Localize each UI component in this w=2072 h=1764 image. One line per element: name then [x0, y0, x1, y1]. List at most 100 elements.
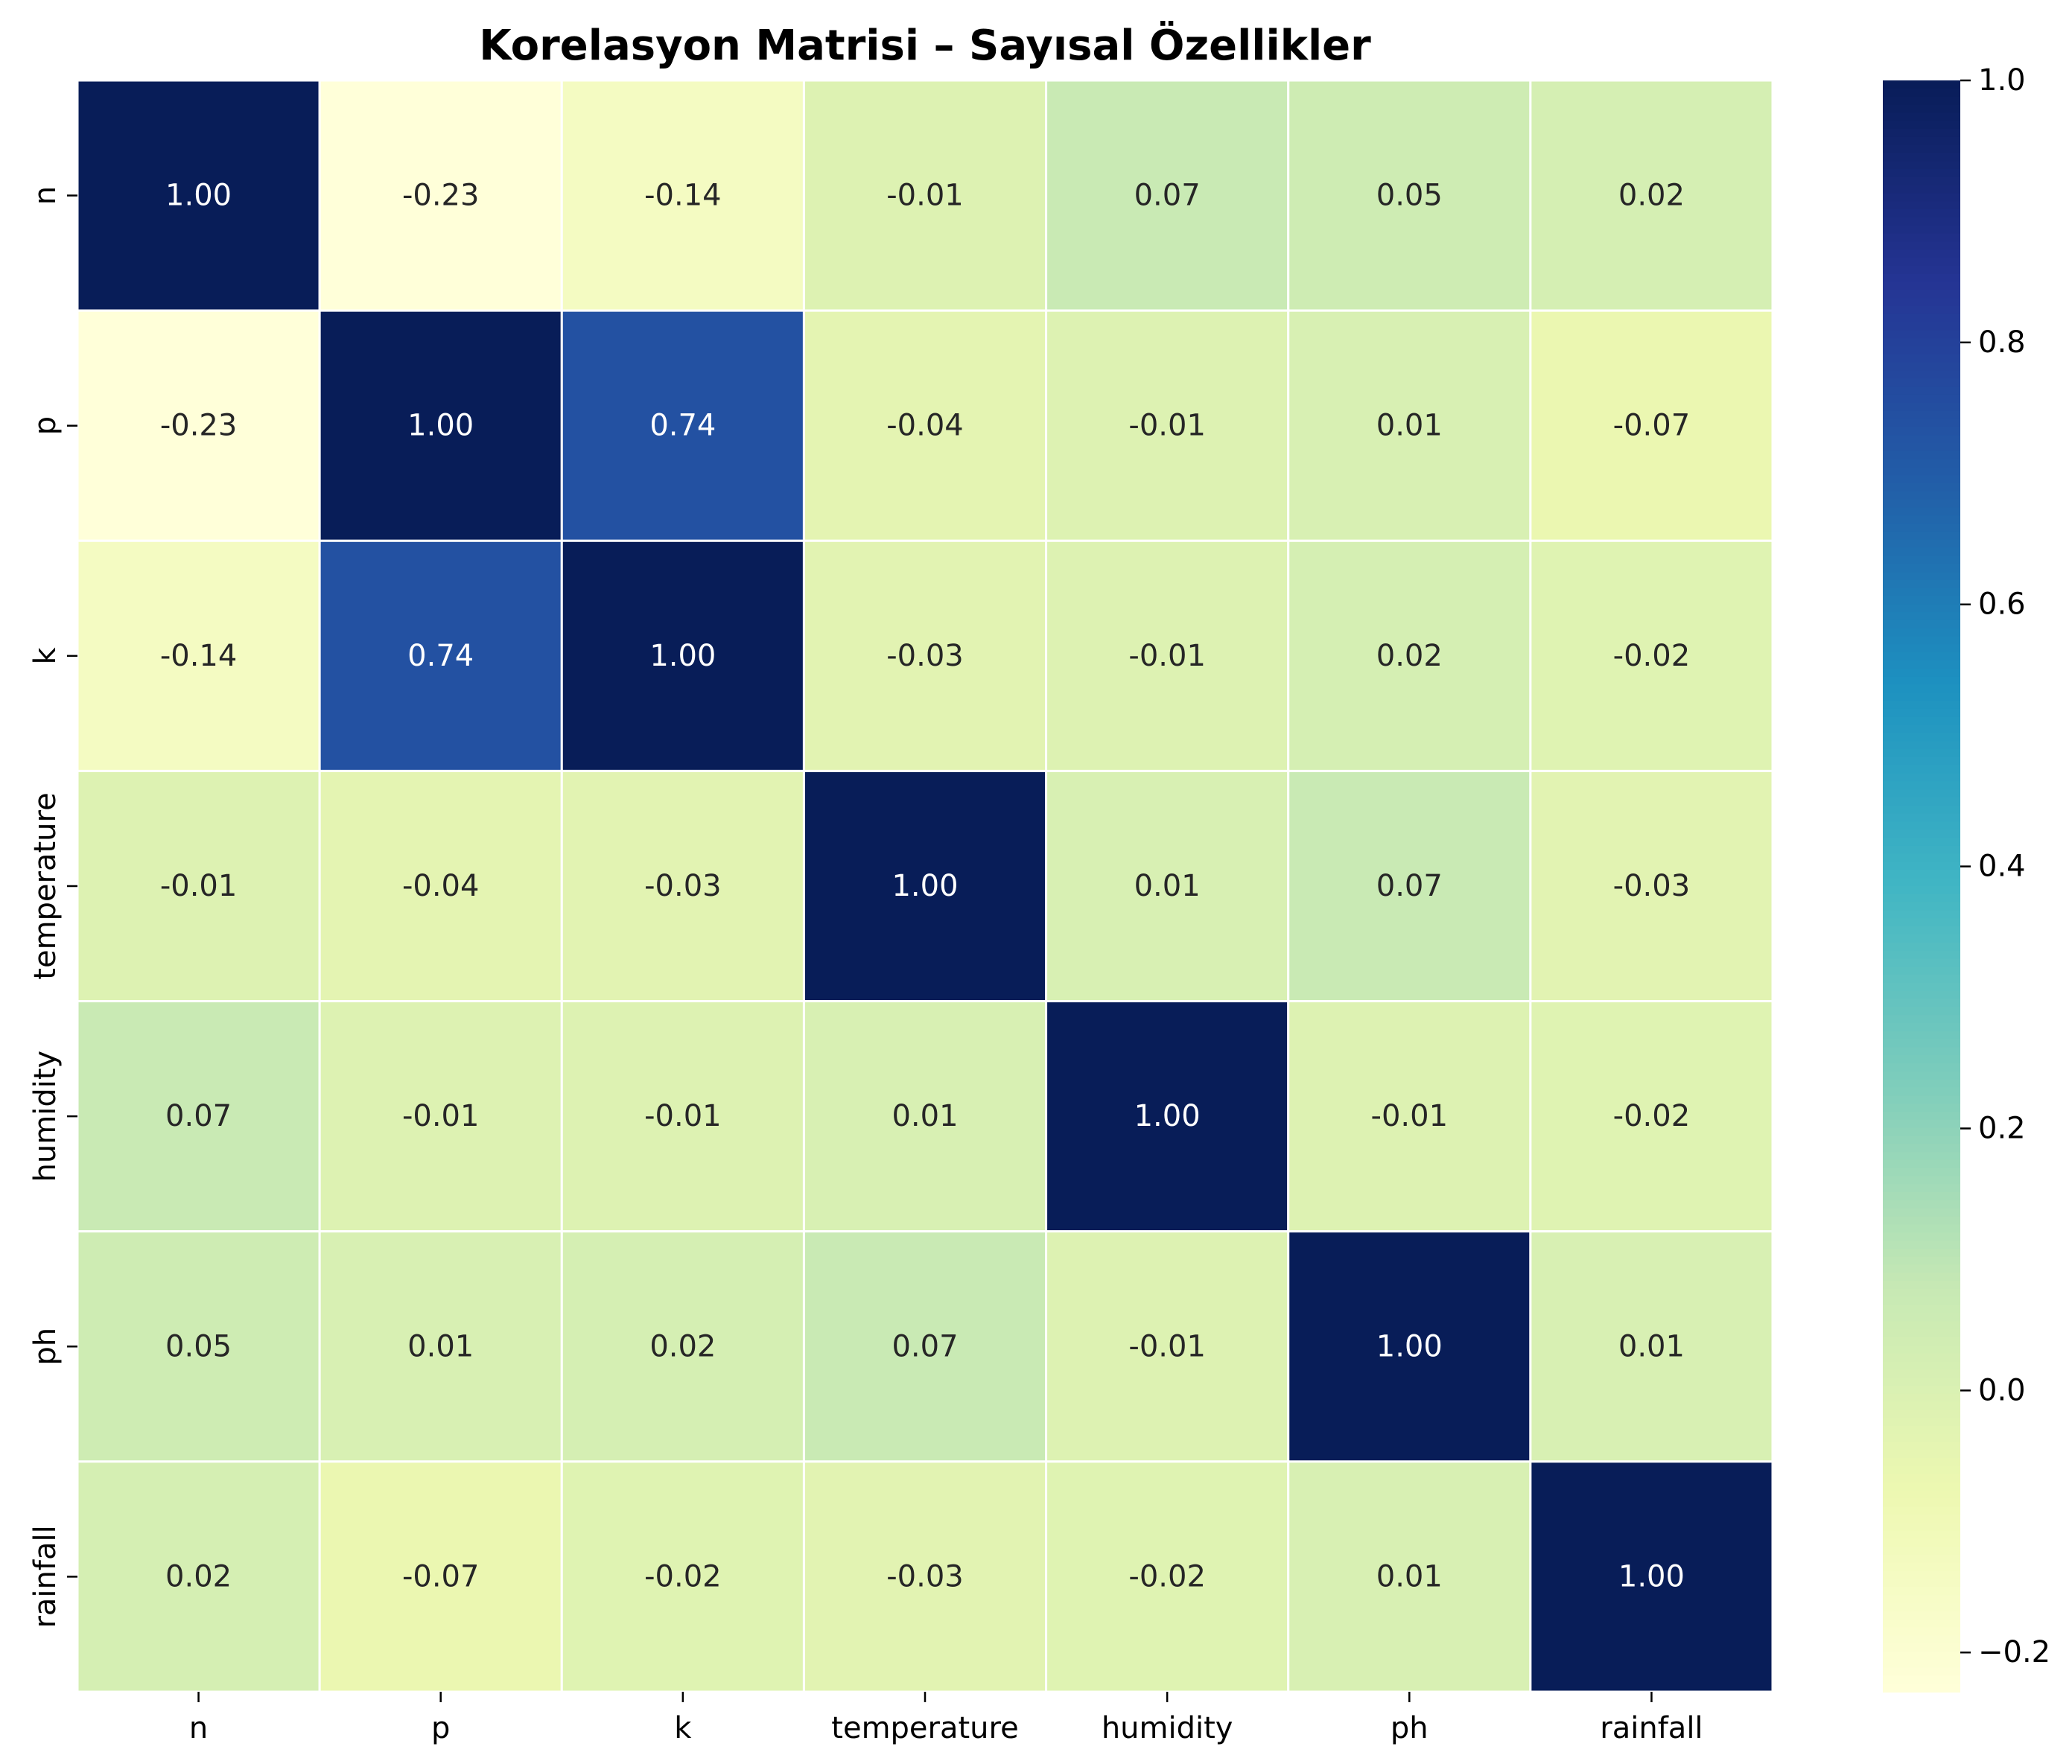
colorbar-gradient-segment: [1883, 378, 1960, 388]
colorbar-gradient-segment: [1883, 668, 1960, 678]
colorbar-gradient-segment: [1883, 1482, 1960, 1491]
heatmap-cell-humidity-rainfall: [1529, 1000, 1774, 1233]
colorbar-gradient-segment: [1883, 1031, 1960, 1040]
colorbar-gradient-segment: [1883, 515, 1960, 525]
colorbar-gradient-segment: [1883, 701, 1960, 710]
heatmap-cell-value-label: -0.04: [402, 869, 480, 903]
heatmap-cell-temperature-p: [318, 769, 563, 1003]
colorbar-gradient-segment: [1883, 1119, 1960, 1129]
colorbar-gradient-segment: [1883, 781, 1960, 791]
colorbar-gradient-segment: [1883, 596, 1960, 605]
colorbar-gradient-segment: [1883, 1498, 1960, 1508]
colorbar-gradient-segment: [1883, 1241, 1960, 1249]
colorbar-gradient-segment: [1883, 684, 1960, 694]
heatmap-cell-value-label: -0.01: [1128, 409, 1206, 443]
heatmap-cell-value-label: -0.14: [644, 179, 722, 213]
heatmap-cell-rainfall-humidity: [1045, 1460, 1290, 1693]
heatmap-cell-value-label: 0.01: [1376, 1559, 1443, 1593]
heatmap-cell-value-label: 0.07: [1376, 869, 1443, 903]
heatmap-cell-value-label: 0.07: [165, 1099, 232, 1133]
heatmap-cell-value-label: 0.01: [892, 1099, 958, 1133]
colorbar-gradient-segment: [1883, 1450, 1960, 1459]
colorbar-gradient-segment: [1883, 217, 1960, 226]
heatmap-cell-value-label: -0.04: [886, 409, 964, 443]
colorbar-gradient-segment: [1883, 523, 1960, 532]
colorbar-gradient-segment: [1883, 604, 1960, 614]
x-axis: n p k temperature humidity ph rainfall: [189, 1692, 1703, 1745]
colorbar-gradient-segment: [1883, 136, 1960, 146]
heatmap-cell-n-humidity: [1045, 79, 1290, 312]
colorbar-gradient-segment: [1883, 950, 1960, 960]
colorbar-gradient-segment: [1883, 1104, 1960, 1112]
y-axis-tick-label: rainfall: [28, 1525, 63, 1628]
heatmap-cell-value-label: 0.02: [1376, 639, 1443, 673]
colorbar-gradient-segment: [1883, 564, 1960, 573]
x-axis-tick-label: n: [189, 1711, 208, 1745]
heatmap-cell-value-label: 0.02: [1618, 179, 1685, 213]
heatmap-cell-n-p: [318, 79, 563, 312]
colorbar-gradient-segment: [1883, 1675, 1960, 1685]
colorbar-gradient-segment: [1883, 1433, 1960, 1443]
heatmap-cell-k-ph: [1287, 539, 1532, 772]
colorbar-gradient-segment: [1883, 1651, 1960, 1660]
heatmap-cell-value-label: 0.74: [649, 409, 716, 443]
colorbar-gradient-segment: [1883, 499, 1960, 509]
colorbar-gradient-segment: [1883, 330, 1960, 340]
colorbar-gradient-segment: [1883, 942, 1960, 952]
colorbar-gradient-segment: [1883, 1425, 1960, 1435]
colorbar-gradient-segment: [1883, 1047, 1960, 1057]
colorbar-gradient-segment: [1883, 1514, 1960, 1523]
heatmap-cell-k-rainfall: [1529, 539, 1774, 772]
heatmap-cell-value-label: 1.00: [1134, 1099, 1201, 1133]
colorbar-gradient-segment: [1883, 370, 1960, 380]
heatmap-cell-value-label: 0.74: [407, 639, 474, 673]
colorbar-gradient-segment: [1883, 169, 1960, 178]
heatmap-cell-value-label: 1.00: [892, 869, 958, 903]
colorbar-gradient-segment: [1883, 749, 1960, 758]
colorbar-gradient-segment: [1883, 1385, 1960, 1395]
colorbar-gradient-segment: [1883, 402, 1960, 412]
colorbar-gradient-segment: [1883, 805, 1960, 815]
heatmap-cell-value-label: -0.01: [644, 1099, 722, 1133]
colorbar-gradient-segment: [1883, 1562, 1960, 1572]
heatmap-cell-value-label: -0.01: [160, 869, 238, 903]
colorbar-gradient-segment: [1883, 547, 1960, 557]
colorbar-gradient-segment: [1883, 1579, 1960, 1588]
colorbar-gradient-segment: [1883, 144, 1960, 154]
x-axis-tick-label: humidity: [1102, 1711, 1233, 1745]
colorbar-gradient-segment: [1883, 1152, 1960, 1161]
colorbar-gradient-segment: [1883, 628, 1960, 637]
colorbar-gradient-segment: [1883, 773, 1960, 783]
heatmap-cell-ph-temperature: [802, 1230, 1048, 1463]
colorbar-gradient-segment: [1883, 241, 1960, 251]
colorbar-tick-label: 0.4: [1978, 850, 2026, 884]
colorbar-gradient-segment: [1883, 1176, 1960, 1185]
colorbar-tick-label: 0.6: [1978, 588, 2026, 622]
colorbar-gradient-segment: [1883, 1570, 1960, 1580]
heatmap-cell-ph-p: [318, 1230, 563, 1463]
colorbar-tick-label: 0.0: [1978, 1373, 2026, 1407]
colorbar-gradient-segment: [1883, 1136, 1960, 1145]
colorbar-gradient-segment: [1883, 201, 1960, 211]
heatmap-cell-p-humidity: [1045, 309, 1290, 542]
colorbar-gradient-segment: [1883, 975, 1960, 984]
colorbar-gradient-segment: [1883, 435, 1960, 444]
colorbar-gradient-segment: [1883, 1442, 1960, 1451]
colorbar-gradient-segment: [1883, 1168, 1960, 1177]
colorbar-gradient-segment: [1883, 1474, 1960, 1483]
colorbar-gradient-segment: [1883, 853, 1960, 863]
heatmap-cell-rainfall-ph: [1287, 1460, 1532, 1693]
heatmap-cell-value-label: 0.02: [165, 1559, 232, 1593]
heatmap-cell-value-label: 1.00: [407, 409, 474, 443]
heatmap-cell-value-label: 0.01: [1618, 1329, 1685, 1363]
colorbar-gradient-segment: [1883, 233, 1960, 243]
colorbar-gradient-segment: [1883, 716, 1960, 726]
colorbar-gradient-segment: [1883, 1095, 1960, 1105]
colorbar-gradient-segment: [1883, 1530, 1960, 1540]
colorbar-gradient-segment: [1883, 1127, 1960, 1137]
colorbar-gradient-segment: [1883, 96, 1960, 106]
heatmap-cell-ph-k: [560, 1230, 805, 1463]
colorbar-gradient-segment: [1883, 1159, 1960, 1169]
